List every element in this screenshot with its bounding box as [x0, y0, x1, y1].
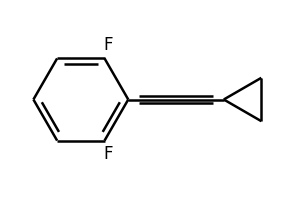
Text: F: F — [103, 145, 112, 163]
Text: F: F — [103, 36, 112, 54]
